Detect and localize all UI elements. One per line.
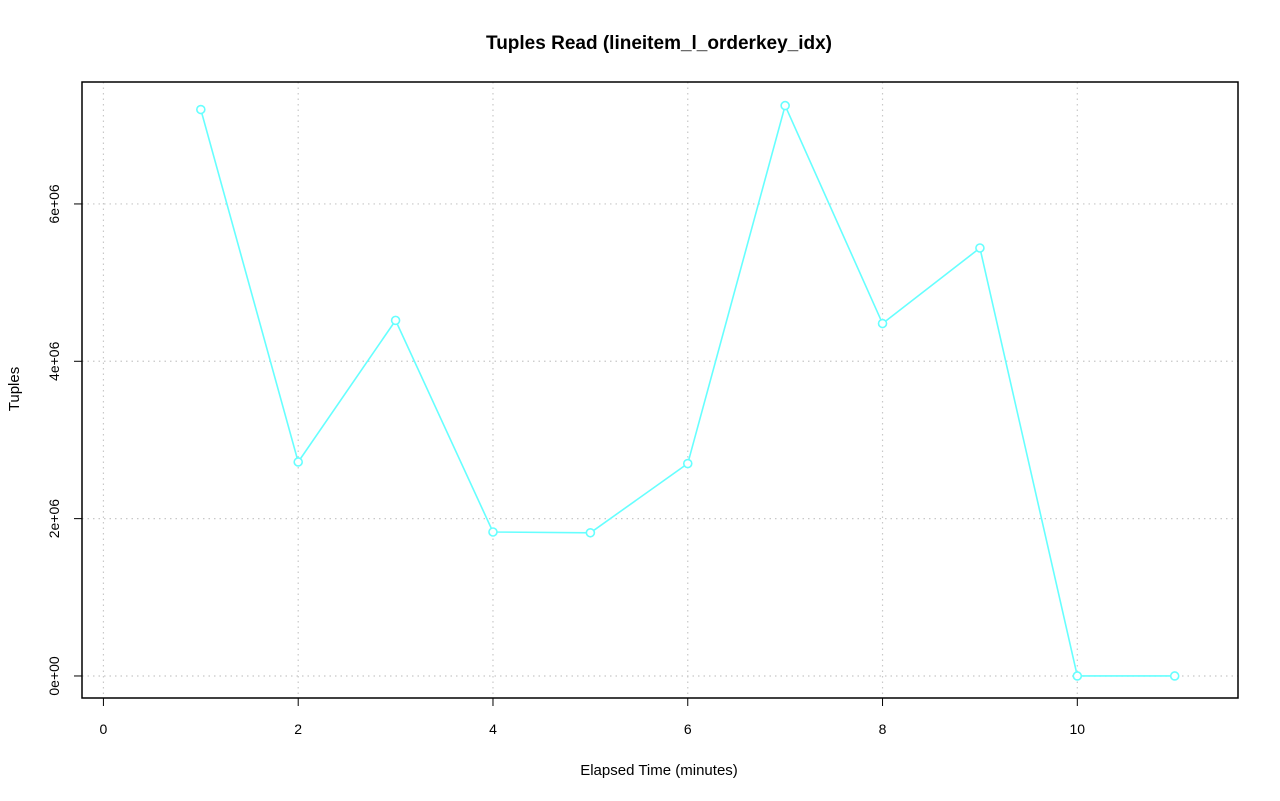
x-tick-label: 8 [879, 721, 887, 737]
data-point [390, 315, 401, 326]
data-point [780, 100, 790, 111]
plot-frame [81, 81, 1239, 699]
x-axis: 0 2 4 6 8 10 [100, 698, 1086, 737]
data-point [293, 457, 304, 467]
y-axis-label: Tuples [6, 367, 23, 411]
y-tick-label: 0e+00 [46, 656, 62, 696]
data-point [585, 527, 596, 538]
data-point [1169, 671, 1180, 681]
y-tick-label: 4e+06 [46, 341, 62, 381]
x-tick-label: 4 [489, 721, 497, 737]
y-tick-label: 6e+06 [46, 184, 62, 224]
data-point [1072, 671, 1083, 681]
x-tick-label: 10 [1070, 721, 1086, 737]
data-point [682, 458, 693, 469]
x-tick-label: 2 [294, 721, 302, 737]
series-layer [196, 100, 1180, 681]
data-point [877, 318, 888, 329]
data-point [975, 243, 985, 253]
y-tick-label: 2e+06 [46, 499, 62, 539]
x-tick-label: 0 [100, 721, 108, 737]
data-point [196, 104, 206, 115]
chart-title: Tuples Read (lineitem_l_orderkey_idx) [486, 33, 832, 54]
grid [82, 82, 1238, 698]
x-tick-label: 6 [684, 721, 692, 737]
x-axis-label: Elapsed Time (minutes) [580, 762, 738, 779]
y-axis: 0e+00 2e+06 4e+06 6e+06 [46, 184, 82, 696]
data-point [488, 527, 498, 537]
